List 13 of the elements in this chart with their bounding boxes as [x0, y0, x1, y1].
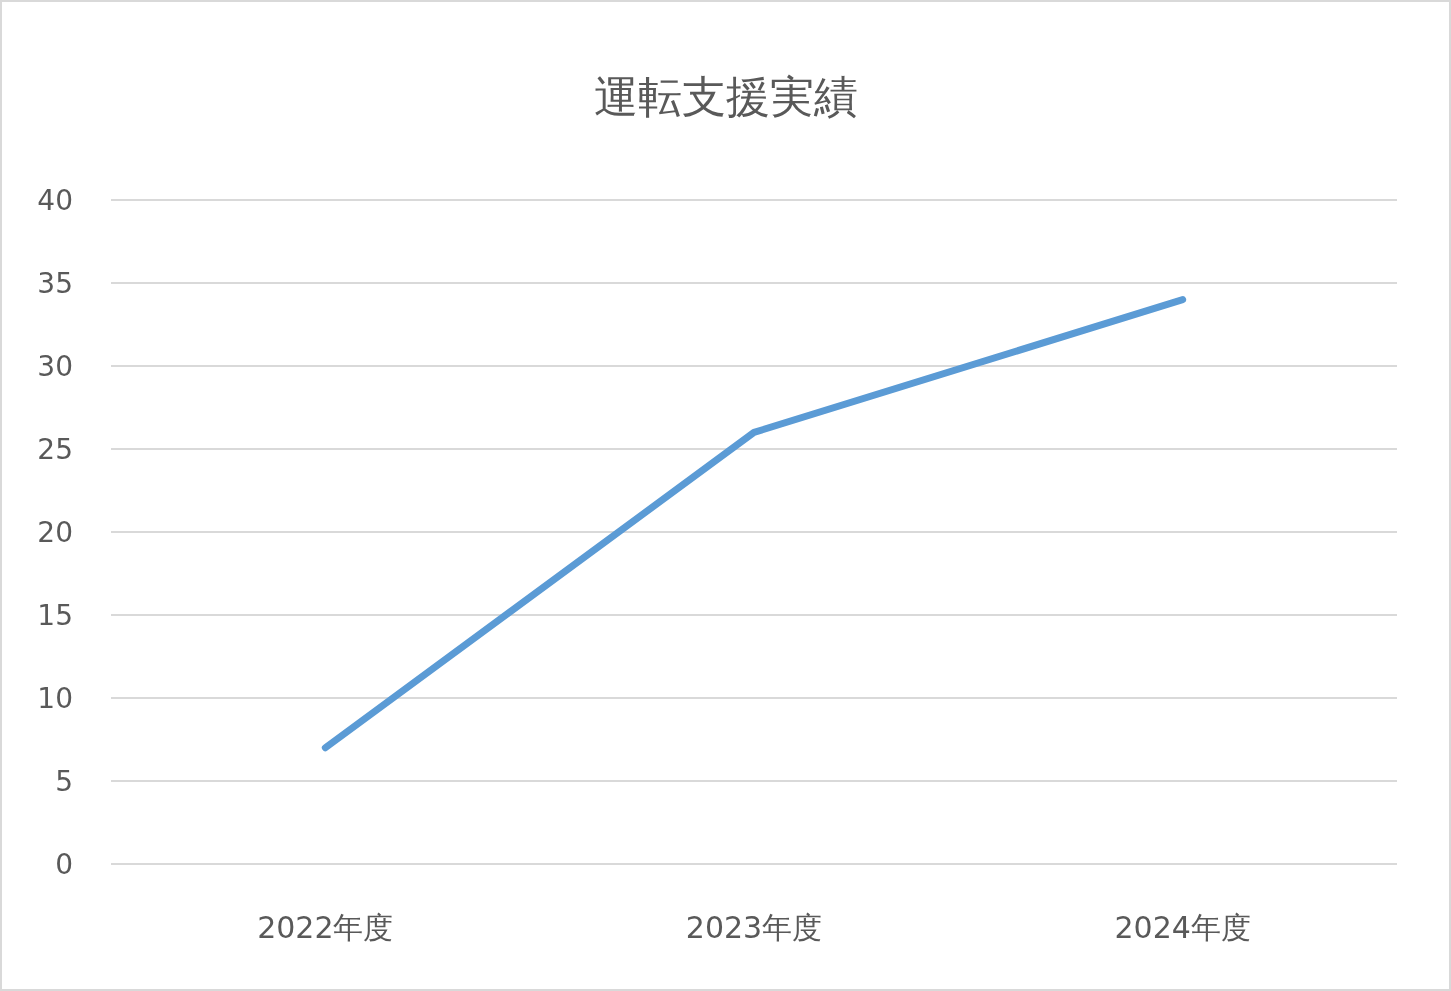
y-tick-label: 25 [37, 432, 73, 466]
x-tick-label: 2022年度 [257, 910, 394, 945]
y-tick-label: 5 [55, 764, 73, 798]
y-tick-label: 35 [37, 266, 73, 300]
x-tick-label: 2024年度 [1114, 910, 1251, 945]
chart-title: 運転支援実績 [593, 71, 858, 122]
y-tick-label: 15 [37, 598, 73, 632]
x-tick-label: 2023年度 [685, 910, 823, 945]
y-tick-label: 20 [37, 515, 73, 549]
y-tick-label: 40 [37, 183, 73, 217]
y-tick-label: 10 [37, 681, 73, 715]
y-tick-label: 30 [37, 349, 73, 383]
y-tick-label: 0 [55, 847, 73, 881]
